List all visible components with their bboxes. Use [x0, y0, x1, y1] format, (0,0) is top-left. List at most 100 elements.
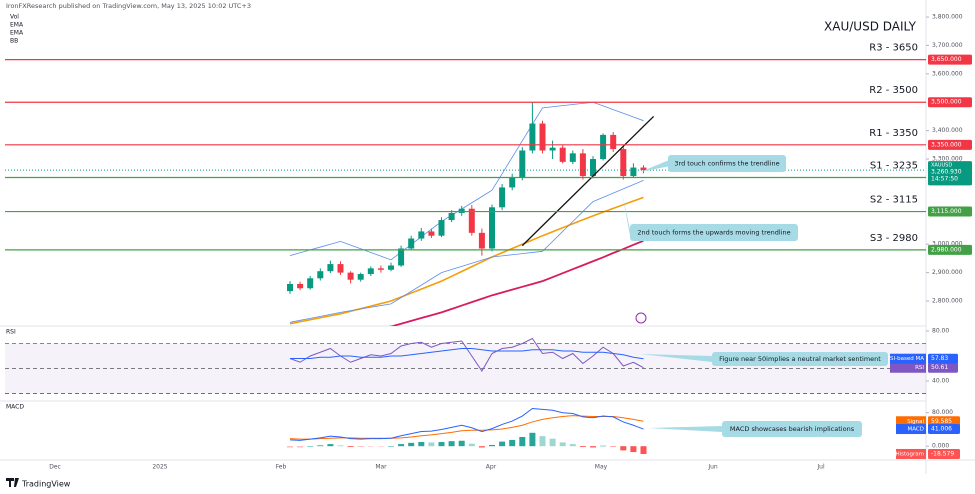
x-tick-label: May	[595, 464, 608, 471]
rsi-name-tag	[890, 353, 926, 364]
rsi-name-tag	[890, 362, 926, 373]
candle-body	[297, 283, 304, 289]
histogram-bar	[590, 446, 596, 448]
candle-body	[287, 283, 293, 292]
candle-body	[357, 274, 364, 280]
histogram-bar	[377, 446, 384, 447]
candle-body	[600, 134, 607, 160]
indicator-line	[388, 239, 644, 326]
price-tag-label: 3,500.000	[931, 99, 962, 106]
callout-text: MACD showcases bearish implications	[730, 425, 855, 433]
histogram-bar	[620, 446, 627, 451]
rsi-value-tag	[928, 362, 958, 373]
candle-body	[398, 248, 405, 266]
x-tick-label: Dec	[49, 464, 61, 471]
event-icon	[635, 312, 647, 324]
candle-body	[590, 159, 596, 177]
histogram-bar	[509, 439, 516, 447]
candle-body	[428, 231, 435, 236]
callout-text: 2nd touch forms the upwards moving trend…	[637, 229, 790, 237]
histogram-bar	[347, 446, 354, 448]
histogram-bar	[640, 446, 647, 454]
histogram-bar	[539, 436, 546, 447]
last-price-label: 3,260.930	[931, 169, 962, 176]
histogram-bar	[579, 446, 586, 448]
callout-box	[630, 224, 798, 241]
callout-box	[722, 421, 862, 437]
candle-body	[579, 153, 586, 177]
candle-body	[468, 208, 475, 233]
y-tick-label: 80.000	[932, 409, 953, 416]
indicator-line	[289, 101, 644, 261]
candle-body	[377, 268, 384, 270]
histogram-bar	[519, 436, 526, 447]
rsi-value-tag	[928, 353, 958, 364]
candle-body	[478, 232, 485, 249]
macd-line	[289, 408, 644, 441]
rsi-value: 50.61	[931, 364, 948, 371]
last-price-countdown: 14:57:50	[931, 176, 958, 183]
histogram-bar	[499, 441, 506, 447]
price-tag	[928, 206, 972, 217]
rsi-value: 57.83	[931, 355, 948, 362]
histogram-bar	[569, 444, 576, 447]
price-tag-label: 3,650.000	[931, 56, 962, 63]
histogram-bar	[489, 444, 495, 447]
histogram-bar	[418, 442, 425, 447]
candle-body	[569, 153, 576, 162]
price-tag	[928, 54, 972, 65]
y-tick-label: 3,400.000	[932, 127, 963, 134]
histogram-bar	[327, 444, 334, 447]
indicator-line	[289, 196, 644, 325]
macd-line	[289, 415, 644, 440]
rsi-band	[5, 343, 926, 394]
histogram-bar	[448, 441, 455, 447]
candle-body	[347, 272, 354, 280]
x-tick-label: Jul	[816, 464, 825, 471]
candle-body	[489, 207, 495, 249]
histogram-bar	[478, 446, 485, 448]
histogram-bar	[337, 445, 344, 447]
candle-body	[458, 208, 465, 213]
histogram-bar	[630, 446, 637, 453]
histogram-bar	[610, 446, 617, 447]
histogram-bar	[458, 440, 465, 447]
x-tick-label: Apr	[486, 464, 497, 471]
candle-body	[610, 134, 617, 150]
candle-body	[640, 167, 647, 171]
level-label: R3 - 3650	[869, 43, 918, 54]
candle-body	[559, 147, 566, 162]
indicator-label: EMA	[10, 30, 24, 37]
macd-name-tag	[896, 424, 926, 435]
last-price-tag	[928, 161, 972, 186]
candle-body	[408, 238, 415, 249]
callout-box	[668, 155, 786, 172]
y-tick-label: 3,000.000	[932, 241, 963, 248]
panel-title: MACD	[6, 404, 24, 411]
trendline	[521, 115, 655, 247]
last-price-symbol: XAUUSD	[931, 163, 952, 169]
candle-body	[337, 264, 344, 273]
panel-title: RSI	[6, 329, 16, 336]
y-tick-label: 3,600.000	[932, 70, 963, 77]
logo	[6, 478, 19, 487]
callout-pointer	[640, 160, 668, 172]
macd-name: MACD	[908, 427, 925, 433]
chart-title: XAU/USD DAILY	[824, 20, 917, 34]
y-tick-label: 3,300.000	[932, 156, 963, 163]
level-label: R2 - 3500	[869, 85, 918, 96]
histogram-bar	[367, 446, 374, 447]
macd-value-tag	[928, 424, 960, 435]
histogram-bar	[307, 446, 314, 447]
histogram-bar	[317, 445, 324, 447]
candle-body	[307, 278, 314, 289]
callout-box	[712, 352, 888, 366]
histogram-bar	[287, 446, 293, 448]
candle-body	[509, 177, 516, 188]
footer: TradingView	[21, 480, 71, 489]
level-label: S2 - 3115	[870, 195, 918, 206]
callout-text: Figure near 50implies a neutral market s…	[719, 355, 881, 363]
histogram-bar	[600, 445, 607, 447]
callout-pointer	[622, 193, 630, 236]
